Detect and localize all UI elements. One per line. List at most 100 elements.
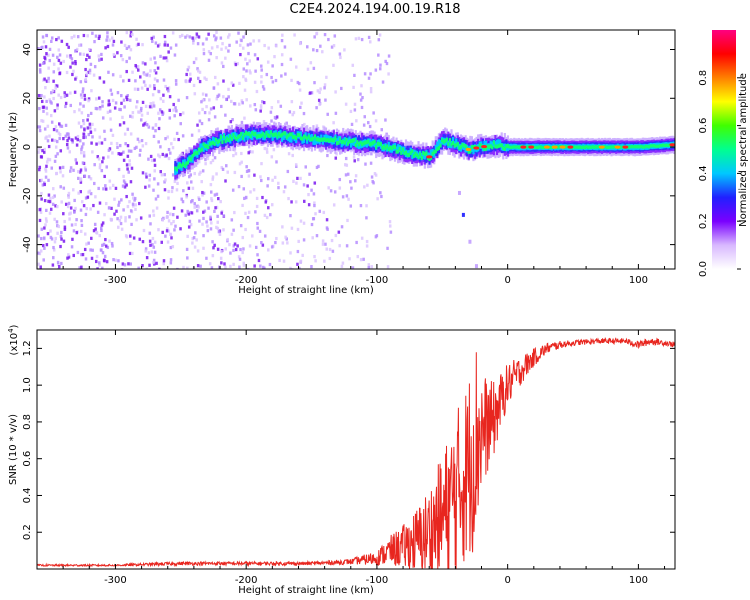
noise-speckle (321, 239, 325, 243)
noise-speckle (243, 196, 246, 201)
noise-speckle (282, 259, 286, 263)
noise-speckle (354, 179, 357, 183)
noise-speckle (346, 172, 350, 176)
noise-speckle (228, 43, 231, 47)
noise-speckle (80, 219, 83, 223)
noise-speckle (66, 204, 70, 209)
noise-speckle (387, 72, 390, 76)
noise-speckle (134, 207, 137, 211)
noise-speckle (79, 102, 82, 106)
noise-speckle (110, 92, 114, 96)
noise-speckle (195, 32, 199, 36)
ridge-band (436, 141, 439, 149)
noise-speckle (125, 69, 128, 74)
noise-speckle (38, 165, 42, 169)
noise-speckle (344, 163, 347, 167)
ridge-band (365, 140, 368, 144)
noise-speckle (376, 197, 379, 201)
noise-speckle (116, 217, 119, 221)
noise-speckle (263, 266, 266, 269)
noise-speckle (149, 243, 152, 247)
noise-speckle (360, 105, 364, 110)
spectrogram-heatmap (37, 30, 675, 269)
noise-speckle (197, 69, 200, 73)
ridge-band (596, 145, 599, 149)
ridge-band (549, 145, 552, 149)
noise-speckle (348, 257, 351, 261)
noise-speckle (39, 210, 43, 214)
noise-speckle (304, 165, 307, 169)
noise-speckle (202, 191, 206, 195)
noise-speckle (93, 128, 97, 132)
noise-speckle (59, 244, 62, 249)
ridge-band (326, 137, 329, 142)
noise-speckle (111, 151, 114, 155)
ridge-band (379, 142, 382, 147)
noise-speckle (119, 54, 123, 58)
noise-speckle (201, 222, 204, 226)
noise-speckle (207, 32, 210, 36)
noise-speckle (215, 56, 218, 60)
noise-speckle (106, 44, 110, 49)
y-axis-label: Frequency (Hz) (8, 112, 19, 188)
noise-speckle (71, 140, 74, 144)
ridge-band (237, 135, 240, 140)
noise-speckle (146, 111, 149, 115)
noise-speckle (374, 173, 378, 177)
noise-speckle (224, 113, 227, 117)
noise-speckle (128, 98, 132, 102)
noise-speckle (277, 186, 280, 190)
y-tick-label: 20 (22, 92, 33, 105)
noise-speckle (167, 89, 170, 93)
noise-speckle (80, 265, 83, 269)
noise-speckle (117, 203, 120, 207)
noise-speckle (163, 43, 167, 47)
noise-speckle (123, 105, 126, 109)
ridge-band (246, 132, 249, 141)
noise-speckle (141, 240, 145, 244)
noise-speckle (47, 66, 50, 70)
noise-speckle (233, 242, 237, 246)
noise-speckle (214, 206, 217, 210)
ridge-band (662, 143, 665, 147)
noise-speckle (79, 80, 83, 84)
noise-speckle (102, 187, 105, 191)
noise-speckle (103, 129, 106, 133)
ridge-band (648, 145, 651, 149)
noise-speckle (111, 98, 115, 103)
noise-speckle (214, 38, 217, 42)
noise-speckle (255, 196, 259, 201)
noise-speckle (169, 258, 173, 262)
noise-speckle (75, 231, 79, 235)
noise-speckle (388, 220, 392, 224)
noise-speckle (51, 138, 54, 142)
noise-speckle (369, 72, 372, 76)
noise-speckle (233, 170, 237, 175)
noise-speckle (50, 120, 54, 124)
noise-speckle (275, 44, 278, 48)
noise-speckle (167, 229, 170, 233)
ridge-band (306, 136, 309, 141)
noise-speckle (256, 226, 260, 230)
noise-speckle (338, 52, 342, 56)
ridge-band (387, 141, 390, 150)
noise-speckle (56, 55, 59, 59)
ridge-band (202, 144, 205, 152)
noise-speckle (326, 112, 329, 116)
noise-speckle (126, 154, 130, 158)
ridge-band (354, 137, 357, 145)
noise-speckle (365, 244, 369, 248)
noise-speckle (97, 157, 101, 161)
ridge-band (455, 143, 458, 148)
noise-speckle (63, 94, 67, 99)
noise-speckle (265, 72, 269, 77)
ridge-band (411, 151, 414, 160)
ridge-band (489, 144, 492, 149)
noise-speckle (174, 82, 178, 86)
noise-speckle (122, 150, 125, 154)
noise-speckle (52, 256, 55, 260)
noise-speckle (41, 149, 44, 153)
ridge-band (450, 142, 453, 147)
noise-speckle (171, 213, 175, 217)
noise-speckle (354, 37, 358, 41)
